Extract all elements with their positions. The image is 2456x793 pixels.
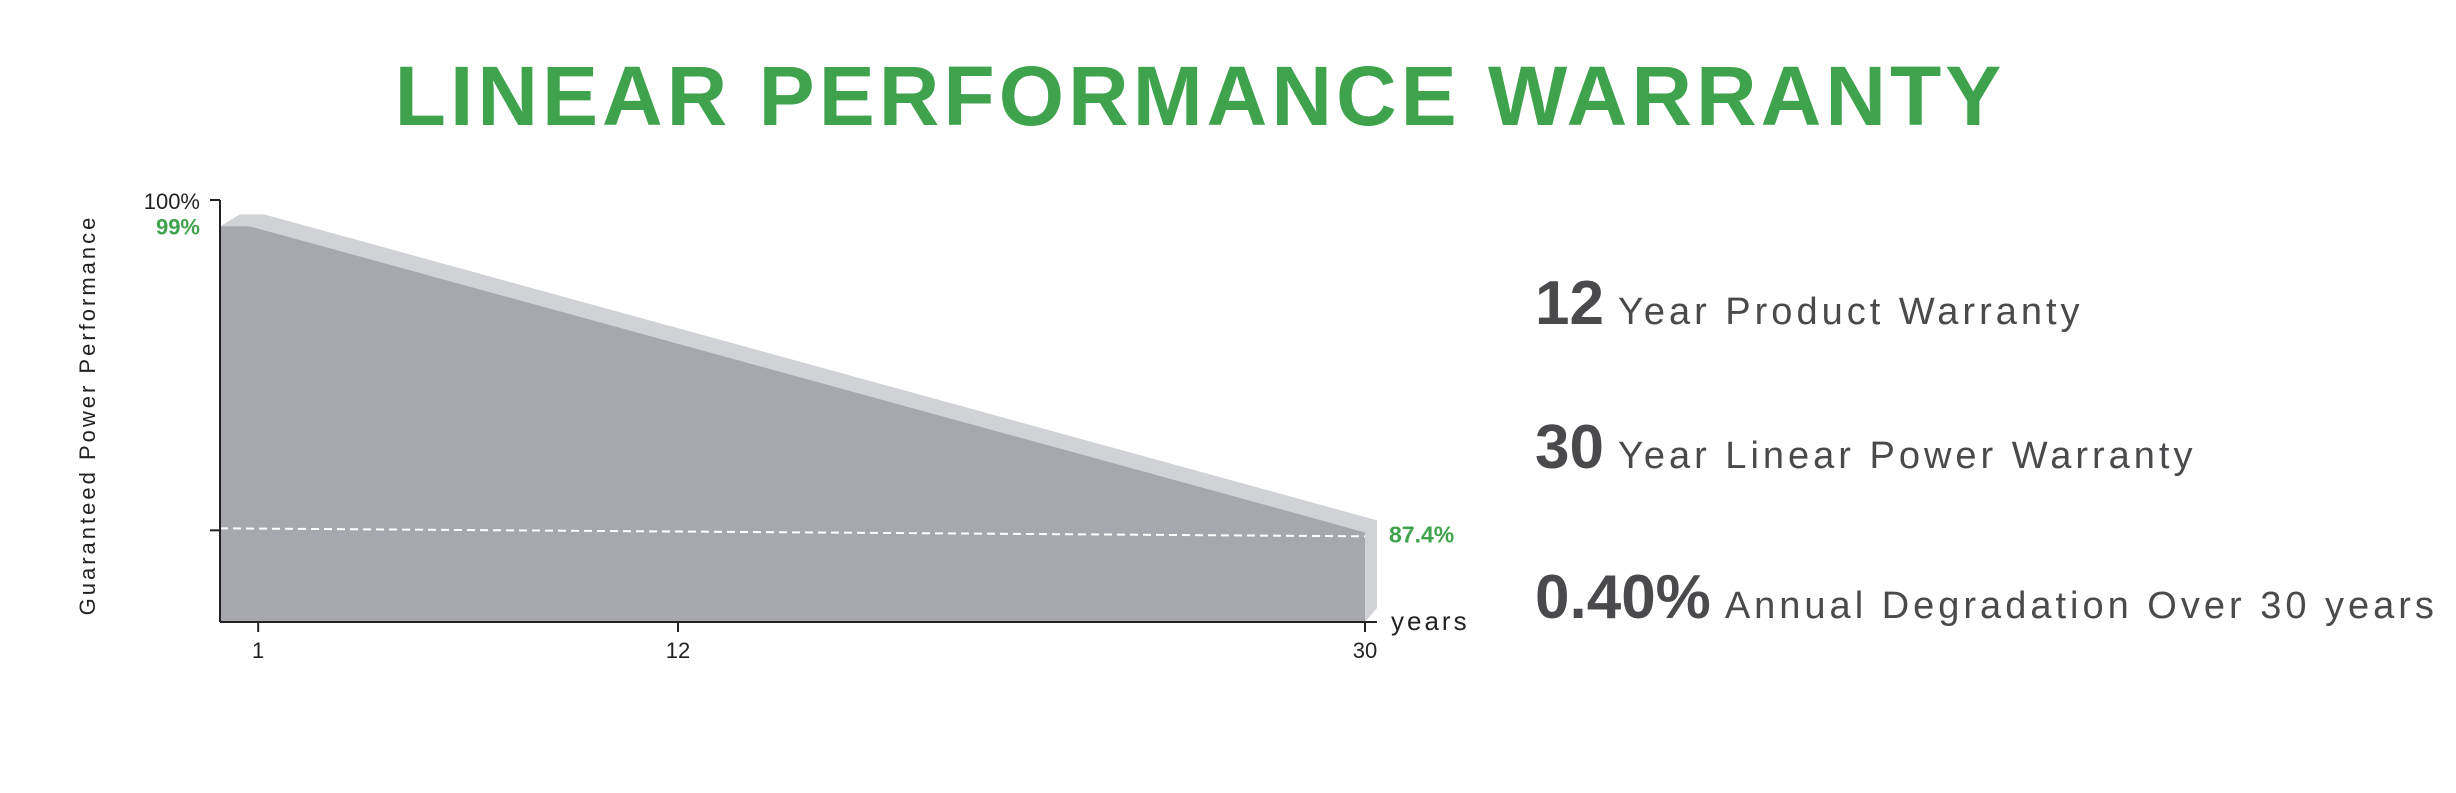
stat-number: 0.40% [1535,563,1711,632]
stat-text: Year Product Warranty [1617,291,2084,333]
area-fill [220,226,1365,622]
reference-line [219,527,1366,538]
x-tick-label: 1 [252,638,264,663]
warranty-chart: 100%99% 87.4% 1 12 30 years Guaranteed Power P… [75,189,1470,663]
stat-number: 12 [1535,269,1604,338]
stat-text: Year Linear Power Warranty [1617,435,2197,477]
stat-text: Annual Degradation Over 30 years [1724,585,2438,627]
stat-annual-degradation: 0.40% Annual Degradation Over 30 years [1535,562,2438,633]
start-value-label: 99% [156,214,200,239]
x-tick-label: 30 [1353,638,1377,663]
stat-linear-power-warranty: 30 Year Linear Power Warranty [1535,412,2197,483]
end-value-label: 87.4% [1389,521,1454,547]
page-title: LINEAR PERFORMANCE WARRANTY [394,49,2006,143]
y-axis-label: Guaranteed Power Performance [75,215,100,616]
x-tick-label: 12 [666,638,690,663]
stat-product-warranty: 12 Year Product Warranty [1535,268,2084,339]
x-axis-label: years [1391,606,1470,636]
stat-number: 30 [1535,413,1604,482]
y-tick-label: 100% [144,189,200,214]
